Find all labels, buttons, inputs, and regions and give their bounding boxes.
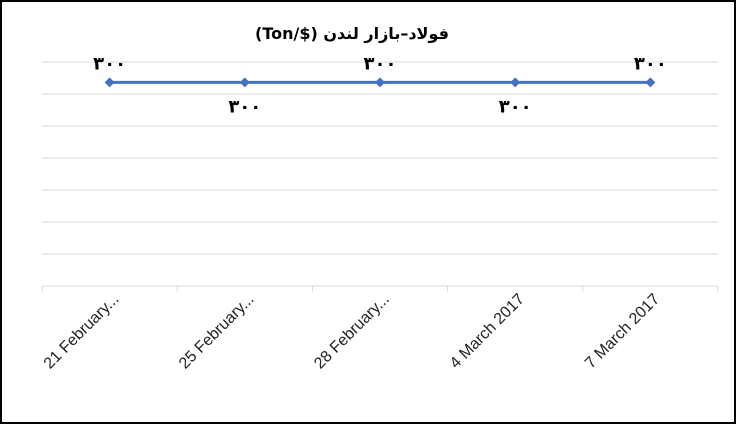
data-label: ۳۰۰ [634, 53, 667, 74]
x-tick-label: 25 February... [176, 291, 258, 373]
data-point-marker [645, 77, 656, 88]
series-line-group [104, 77, 656, 88]
data-labels: ۳۰۰ ۳۰۰ ۳۰۰ ۳۰۰ ۳۰۰ [93, 53, 667, 117]
x-tick-label: 28 February... [311, 291, 393, 373]
data-label: ۳۰۰ [364, 53, 397, 74]
x-tick-label: 4 March 2017 [447, 291, 528, 372]
data-point-marker [375, 77, 385, 88]
gridlines [42, 61, 718, 255]
x-tick-labels: 21 February... 25 February... 28 February.… [41, 291, 663, 373]
data-point-marker [510, 77, 521, 88]
data-label: ۳۰۰ [228, 96, 261, 117]
data-label: ۳۰۰ [93, 53, 126, 74]
x-tick-label: 7 March 2017 [582, 291, 663, 372]
x-axis [41, 285, 719, 292]
x-tick-label: 21 February... [41, 291, 123, 373]
chart-title: فولاد–بازار لندن ($/Ton) [255, 24, 449, 43]
data-point-marker [104, 77, 115, 88]
data-point-marker [239, 77, 250, 88]
data-label: ۳۰۰ [499, 96, 532, 117]
